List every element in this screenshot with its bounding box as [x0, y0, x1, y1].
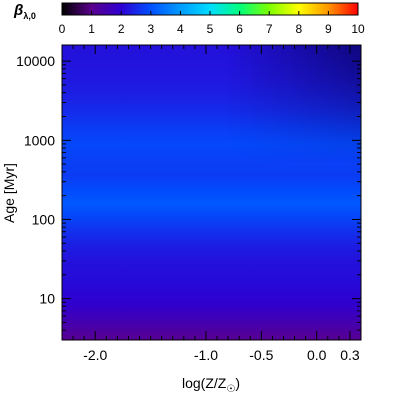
- colorbar-title: βλ,0: [13, 2, 36, 21]
- colorbar-subscript: λ,0: [23, 11, 36, 21]
- colorbar-tick-label: 8: [295, 22, 302, 36]
- y-tick-label: 1000: [24, 132, 55, 148]
- colorbar-tick-label: 1: [88, 22, 95, 36]
- y-axis-ticks: 10 100 1000 10000: [16, 53, 361, 341]
- y-tick-label: 100: [32, 211, 56, 227]
- plot-area: 10 100 1000 10000 -2.0 -1.0 -0.5 0.0 0.3: [16, 44, 362, 363]
- x-axis-label: log(Z/Z☉): [182, 375, 240, 395]
- colorbar-tick-label: 7: [266, 22, 273, 36]
- plot-frame: [61, 44, 362, 341]
- colorbar-tick-label: 2: [118, 22, 125, 36]
- x-tick-label: 0.0: [307, 347, 327, 363]
- colorbar-tick-label: 9: [325, 22, 332, 36]
- colorbar-ticks: 0 1 2 3 4 5 6 7 8 9 10: [59, 11, 365, 36]
- colorbar-tick-label: 10: [351, 22, 365, 36]
- colorbar-tick-label: 6: [236, 22, 243, 36]
- x-axis-ticks: -2.0 -1.0 -0.5 0.0 0.3: [61, 45, 362, 363]
- x-tick-label: 0.3: [340, 347, 360, 363]
- colorbar-tick-label: 4: [177, 22, 184, 36]
- x-tick-label: -1.0: [194, 347, 218, 363]
- x-tick-label: -2.0: [83, 347, 107, 363]
- colorbar-tick-label: 5: [207, 22, 214, 36]
- colorbar-tick-label: 3: [147, 22, 154, 36]
- heatmap-upper-right-decline: [62, 45, 361, 340]
- y-axis-label: Age [Myr]: [1, 163, 17, 223]
- y-tick-label: 10000: [16, 53, 55, 69]
- x-tick-label: -0.5: [249, 347, 273, 363]
- colorbar-tick-label: 0: [59, 22, 66, 36]
- colorbar: βλ,0 0 1 2 3 4 5 6 7 8 9 10: [13, 2, 365, 36]
- y-tick-label: 10: [39, 291, 55, 307]
- colorbar-symbol: β: [13, 2, 23, 19]
